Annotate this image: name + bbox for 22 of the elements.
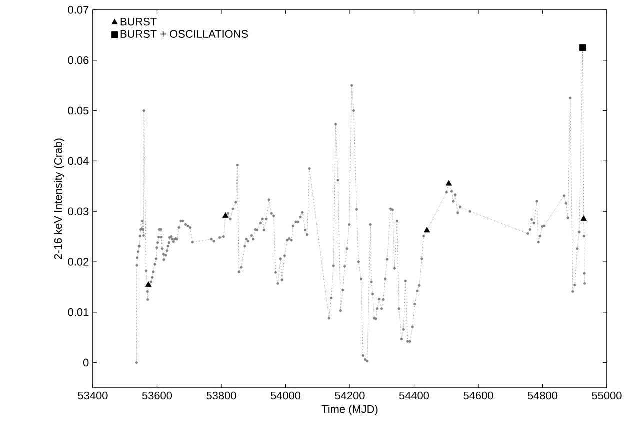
y-tick-label: 0.03 xyxy=(68,208,89,216)
x-axis-title: Time (MJD) xyxy=(322,405,378,416)
legend-label: BURST xyxy=(120,18,157,26)
x-tick-label: 55000 xyxy=(592,392,622,400)
x-tick-label: 53400 xyxy=(78,392,108,400)
point xyxy=(446,180,452,186)
y-tick-label: 0.05 xyxy=(68,106,89,115)
legend-label: BURST + OSCILLATIONS xyxy=(120,30,248,38)
x-tick-label: 53600 xyxy=(142,392,172,400)
y-tick-label: 0.02 xyxy=(68,258,89,266)
x-tick-label: 54600 xyxy=(464,392,494,400)
y-tick-label: 0.04 xyxy=(68,157,89,166)
y-tick-label: 0.01 xyxy=(68,308,89,316)
y-tick-label: 0 xyxy=(83,358,89,367)
x-tick-label: 54200 xyxy=(335,392,365,400)
y-tick-label: 0.07 xyxy=(68,6,89,14)
y-axis-title: 2-16 keV Intensity (Crab) xyxy=(54,138,64,260)
x-tick-label: 54000 xyxy=(270,392,301,400)
y-tick-label: 0.06 xyxy=(68,56,89,64)
x-tick-label: 53800 xyxy=(206,392,236,400)
x-tick-label: 54800 xyxy=(528,392,558,400)
x-tick-label: 54400 xyxy=(399,392,430,400)
